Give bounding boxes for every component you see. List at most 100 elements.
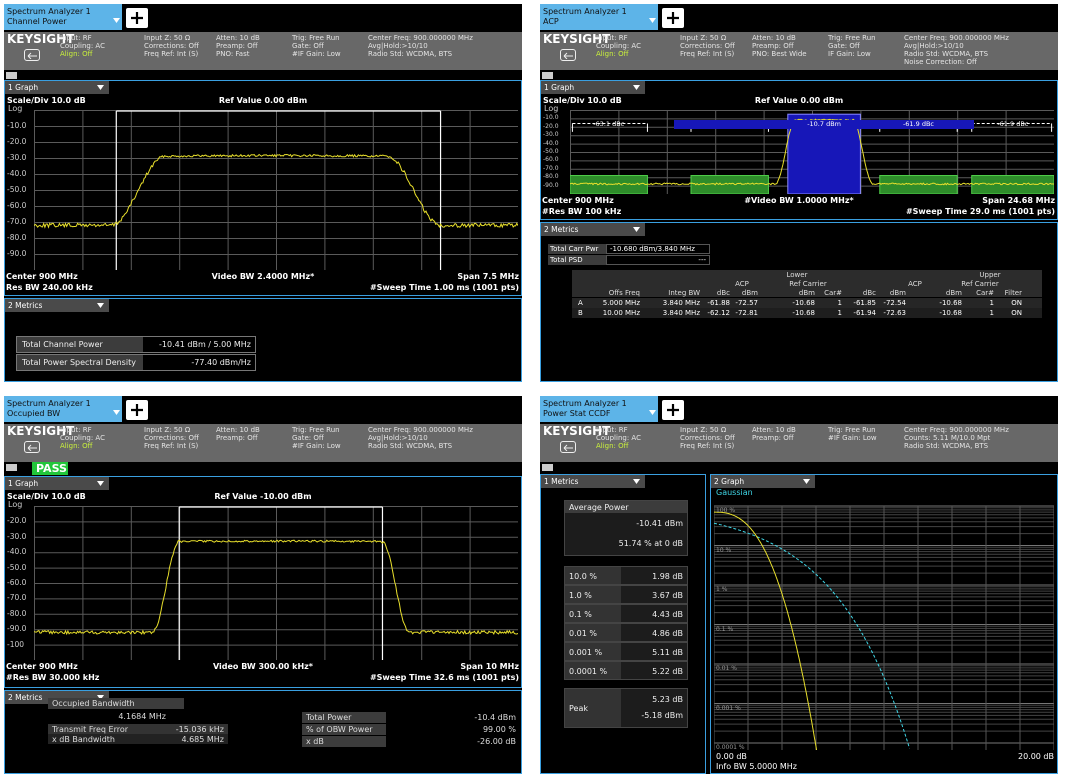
y-axis-label: -60.0: [543, 156, 559, 164]
trace: [570, 118, 1054, 186]
dropdown-caret: [97, 85, 104, 90]
caret-shape: [97, 695, 104, 700]
average-at-zero: 51.74 % at 0 dB: [618, 539, 683, 548]
y-axis-label: -80.0: [543, 173, 559, 181]
cell-value: -72.54: [883, 299, 906, 307]
caret-shape: [633, 227, 640, 232]
y-axis-label: 0.1 %: [716, 625, 734, 633]
trace: [34, 539, 518, 636]
status-text: PNO: Fast: [216, 50, 250, 58]
y-axis-label: -30.0: [543, 131, 559, 139]
summary-label: Total Carr Pwr: [550, 245, 599, 253]
analyzer-window: Spectrum Analyzer 1 Occupied BW KEYSIGHT In…: [4, 396, 522, 774]
ccdf-percent: 0.0001 %: [569, 667, 608, 676]
menu-label: 2 Metrics: [544, 225, 579, 234]
y-axis-label: -60.0: [7, 201, 27, 210]
cell-value: 1: [989, 309, 994, 317]
status-text: Gate: Off: [292, 42, 324, 50]
menu-button[interactable]: 2 Graph: [711, 475, 815, 488]
summary-label-cell: [548, 244, 606, 254]
subgroup-header: ACP: [735, 280, 749, 288]
metric-row: [302, 736, 386, 747]
metric-value: -10.4 dBm: [474, 713, 516, 722]
menu-button[interactable]: 1 Graph: [541, 81, 645, 94]
dropdown-caret: [113, 410, 120, 415]
tab-mode: Power Stat CCDF: [543, 409, 611, 418]
metric-value: 99.00 %: [482, 725, 516, 734]
status-text: Noise Correction: Off: [904, 58, 977, 66]
axis-info: Center 900 MHz: [6, 662, 78, 671]
status-bar: KEYSIGHT Input: RF Coupling: AC Align: Off I…: [4, 32, 522, 70]
average-label-cell: [565, 501, 687, 513]
y-axis-label: -40.0: [7, 169, 27, 178]
metric-label: Total Channel Power: [22, 340, 103, 349]
mode-tab[interactable]: Spectrum Analyzer 1 Power Stat CCDF: [540, 396, 658, 422]
y-axis-label: -60.0: [7, 578, 27, 587]
lxi-shape: [542, 464, 553, 471]
channel-label: -63.1 dBc: [593, 120, 625, 129]
local-return-icon[interactable]: [24, 49, 40, 61]
dropdown-caret: [97, 481, 104, 486]
return-arrow: [27, 444, 37, 451]
status-text: Center Freq: 900.000000 MHz: [904, 34, 1009, 42]
y-axis-label: 0.01 %: [716, 665, 737, 672]
row-label: B: [578, 309, 583, 317]
menu-button[interactable]: 2 Metrics: [541, 223, 645, 236]
ccdf-value: 4.86 dB: [652, 629, 683, 638]
metric-label: x dB: [306, 737, 324, 746]
status-text: Corrections: Off: [680, 42, 735, 50]
axis-info: #Res BW 30.000 kHz: [6, 673, 100, 682]
status-text: Preamp: Off: [216, 42, 258, 50]
local-return-icon[interactable]: [560, 441, 576, 453]
metric-value: -15.036 kHz: [175, 725, 224, 734]
ccdf-value: 1.98 dB: [652, 572, 683, 581]
metric-row: Total Channel Power -10.41 dBm / 5.00 MHz: [16, 336, 256, 353]
mode-tab[interactable]: Spectrum Analyzer 1 Channel Power: [4, 4, 122, 30]
y-axis-label: -40.0: [543, 139, 559, 147]
dropdown-caret: [633, 479, 640, 484]
menu-button[interactable]: 1 Metrics: [541, 475, 645, 488]
metric-row: [48, 734, 228, 744]
add-screen-button[interactable]: [126, 400, 148, 420]
adjacent-channel: [570, 175, 648, 194]
menu-button[interactable]: 1 Graph: [5, 81, 109, 94]
obw-label-cell: [48, 698, 184, 709]
tab-mode: Occupied BW: [7, 409, 61, 418]
status-text: Gate: Off: [828, 42, 860, 50]
trace: [34, 153, 518, 229]
metric-row: [302, 712, 386, 723]
status-text: Preamp: Off: [752, 42, 794, 50]
local-return-icon[interactable]: [560, 49, 576, 61]
menu-button[interactable]: 1 Graph: [5, 477, 109, 490]
add-screen-button[interactable]: [662, 8, 684, 28]
y-axis-label: -50.0: [543, 148, 559, 155]
tab-title: Spectrum Analyzer 1: [543, 399, 627, 408]
y-axis-label: -90.0: [7, 624, 27, 634]
mode-tab[interactable]: Spectrum Analyzer 1 ACP: [540, 4, 658, 30]
cell-value: 1: [989, 299, 994, 307]
caret-shape: [97, 303, 104, 308]
local-return-icon[interactable]: [24, 441, 40, 453]
menu-label: 2 Metrics: [8, 693, 43, 702]
add-screen-button[interactable]: [662, 400, 684, 420]
status-text: Freq Ref: Int (S): [680, 442, 735, 450]
cell-value: -61.94: [853, 309, 876, 317]
add-screen-button[interactable]: [126, 8, 148, 28]
menu-label: 1 Graph: [544, 83, 575, 92]
menu-button[interactable]: 2 Metrics: [5, 299, 109, 312]
ref-value: Ref Value -10.00 dBm: [214, 492, 312, 501]
channel-label: -10.7 dBm: [674, 120, 975, 130]
status-text: Coupling: AC: [60, 42, 105, 50]
summary-value-cell: [606, 255, 710, 265]
status-text: Trig: Free Run: [292, 426, 340, 434]
column-header: Filter: [1004, 289, 1022, 297]
mode-tab[interactable]: Spectrum Analyzer 1 Occupied BW: [4, 396, 122, 422]
y-axis-label: -80.0: [7, 233, 27, 242]
metric-label: Total Power Spectral Density: [22, 358, 136, 367]
axis-info: Span 10 MHz: [460, 662, 519, 671]
tab-title: Spectrum Analyzer 1: [7, 7, 91, 16]
cell-value: -72.81: [735, 309, 758, 317]
caret-shape: [633, 85, 640, 90]
peak-value: 5.23 dB: [652, 695, 683, 704]
y-axis-label: 0.0001 %: [716, 744, 745, 751]
